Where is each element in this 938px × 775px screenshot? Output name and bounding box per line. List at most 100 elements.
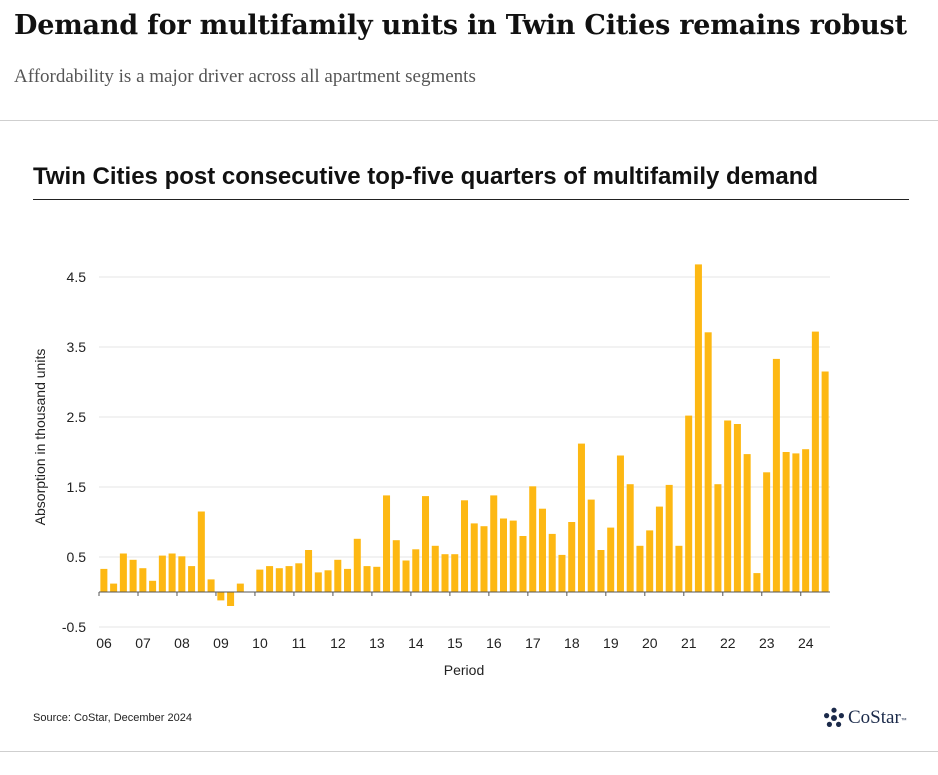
x-tick-label: 22 (720, 635, 736, 651)
y-tick-label: 4.5 (67, 269, 87, 285)
article-subheading: Affordability is a major driver across a… (14, 66, 476, 87)
bar (188, 566, 196, 592)
bar (529, 486, 537, 592)
source-note: Source: CoStar, December 2024 (33, 712, 192, 724)
x-axis-label: Period (444, 662, 484, 678)
bar (724, 420, 732, 592)
bar (587, 499, 595, 592)
bar (334, 559, 342, 592)
article-headline: Demand for multifamily units in Twin Cit… (14, 10, 907, 41)
bar (100, 568, 108, 592)
bar (402, 560, 410, 592)
bar (685, 415, 693, 592)
top-divider (0, 120, 938, 121)
bar (470, 523, 478, 592)
bar (451, 554, 459, 592)
x-tick-label: 16 (486, 635, 502, 651)
y-axis-label: Absorption in thousand units (32, 349, 48, 526)
bar (802, 449, 810, 592)
bar (344, 568, 352, 592)
bar (275, 568, 283, 592)
bar (753, 573, 761, 592)
logo-wordmark: CoStar (848, 707, 901, 728)
bar (655, 506, 663, 592)
x-tick-label: 18 (564, 635, 580, 651)
bar (694, 264, 702, 592)
bar (207, 579, 215, 592)
x-tick-label: 13 (369, 635, 385, 651)
bar (782, 452, 790, 592)
bar (646, 530, 654, 592)
logo-trademark: ™ (900, 718, 907, 724)
bar (178, 556, 186, 592)
y-tick-label: 2.5 (67, 409, 87, 425)
bar (383, 495, 391, 592)
bar (704, 332, 712, 592)
y-tick-label: 0.5 (67, 549, 87, 565)
bar (295, 563, 303, 592)
bar (636, 545, 644, 592)
x-tick-label: 08 (174, 635, 190, 651)
x-tick-label: 07 (135, 635, 151, 651)
y-tick-label: 3.5 (67, 339, 87, 355)
bar (266, 566, 274, 592)
chart-title-rule (33, 199, 909, 200)
bar (714, 484, 722, 592)
x-tick-label: 21 (681, 635, 697, 651)
bar (373, 566, 381, 592)
bar (119, 553, 127, 592)
bar (519, 536, 527, 592)
costar-logo: CoStar ™ (823, 707, 907, 729)
bar (256, 569, 264, 592)
x-tick-label: 17 (525, 635, 541, 651)
bar (197, 511, 205, 592)
x-tick-label: 19 (603, 635, 619, 651)
bar (412, 549, 420, 592)
x-tick-label: 12 (330, 635, 346, 651)
y-tick-label: 1.5 (67, 479, 87, 495)
bar (499, 518, 507, 592)
x-tick-label: 10 (252, 635, 268, 651)
x-tick-label: 11 (292, 635, 307, 651)
bar (217, 592, 225, 601)
bar (314, 572, 322, 592)
bar (139, 568, 147, 592)
bar (626, 484, 634, 592)
bar (597, 550, 605, 592)
x-tick-label: 15 (447, 635, 463, 651)
bar (675, 545, 683, 592)
bar (422, 496, 430, 592)
x-tick-label: 20 (642, 635, 658, 651)
bar (129, 559, 137, 592)
x-tick-label: 09 (213, 635, 229, 651)
x-tick-labels: 06 07 08 09 10 11 12 13 14 15 16 17 18 19 20 21 22 23 24 (96, 592, 814, 651)
x-tick-label: 23 (759, 635, 775, 651)
bar (168, 553, 176, 592)
bar (392, 540, 400, 592)
bar (743, 454, 751, 592)
absorption-bar-chart: -0.5 0.5 1.5 2.5 3.5 4.5 06 07 08 09 10 11 12 13 14 15… (32, 264, 830, 678)
bar (665, 484, 673, 592)
bar (490, 495, 498, 592)
bar (568, 522, 576, 592)
bar (548, 533, 556, 592)
bar (811, 331, 819, 592)
bar (509, 520, 517, 592)
bar (733, 424, 741, 592)
x-tick-label: 24 (798, 635, 814, 651)
bar (616, 455, 624, 592)
y-tick-label: -0.5 (62, 619, 86, 635)
bar (158, 555, 166, 592)
bar (227, 592, 235, 606)
bar (353, 538, 361, 592)
bar (460, 500, 469, 592)
bar (305, 550, 313, 592)
bar (363, 566, 371, 592)
bar (480, 526, 488, 592)
bar (577, 443, 585, 592)
bar (236, 583, 244, 592)
bar (324, 570, 332, 592)
bars (100, 264, 829, 606)
x-tick-label: 14 (408, 635, 424, 651)
bar (772, 358, 780, 592)
